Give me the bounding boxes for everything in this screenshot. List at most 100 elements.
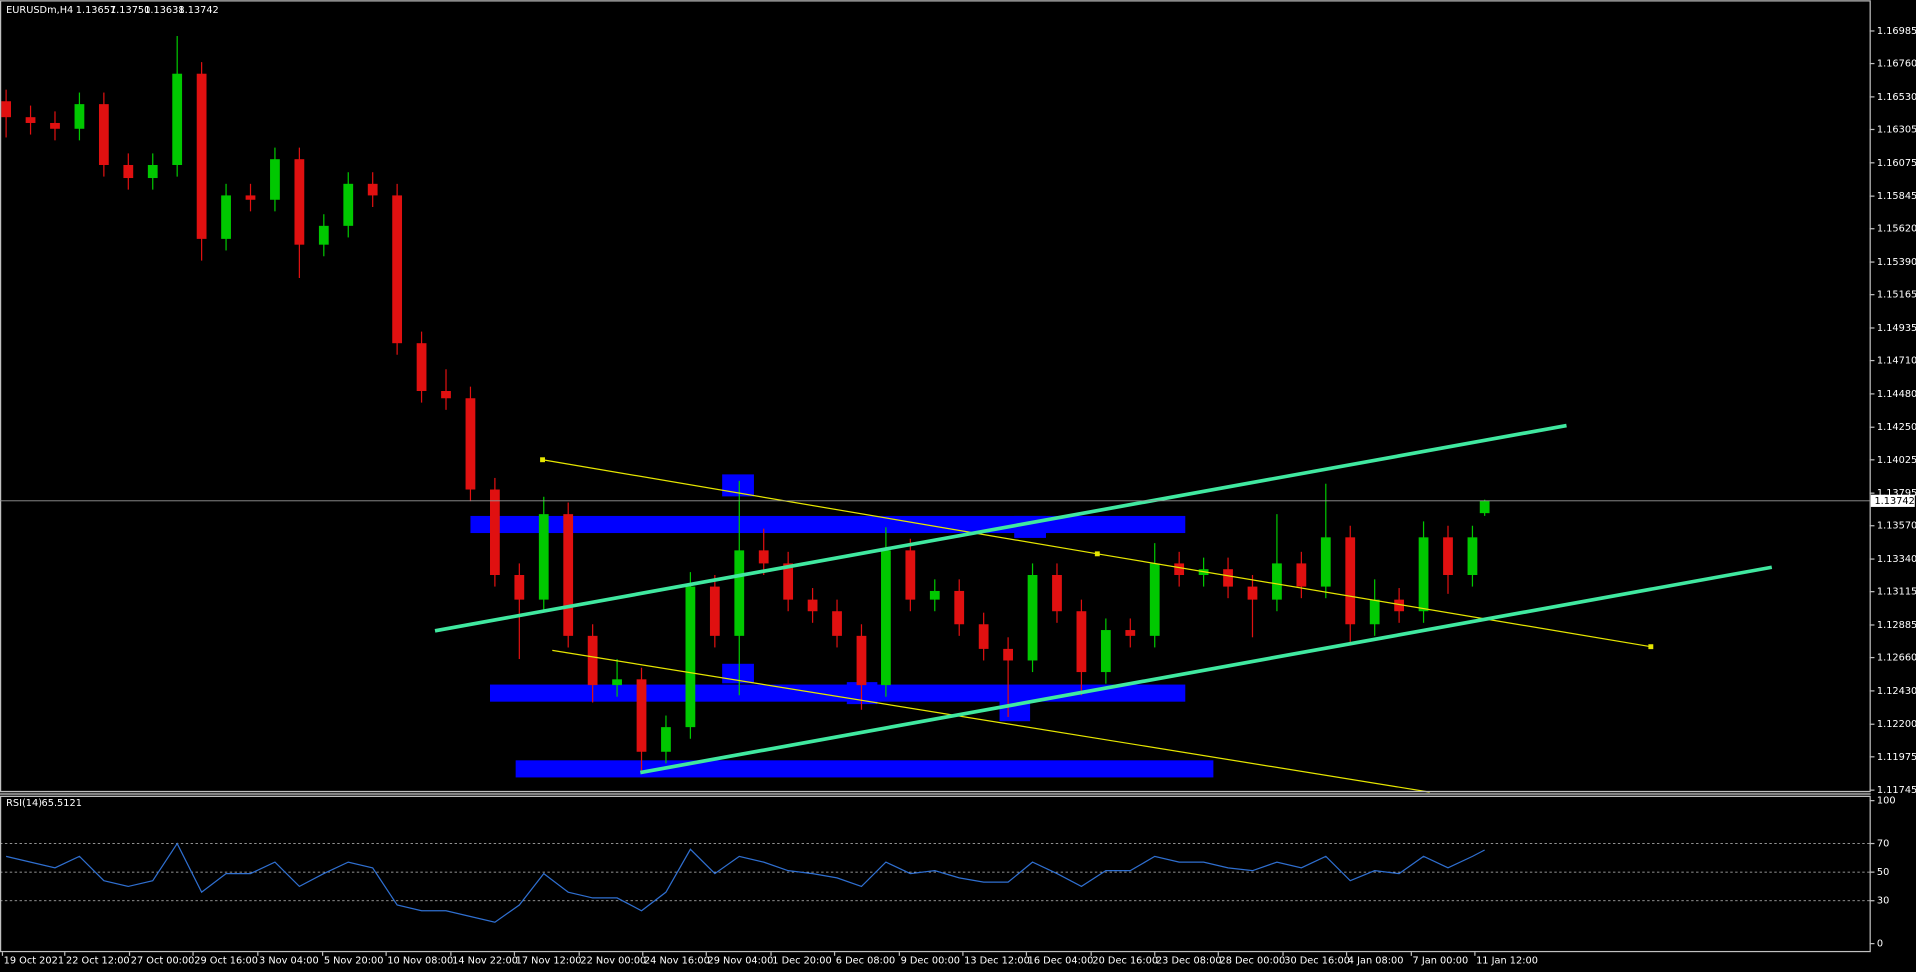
y-tick-label: 1.13340 — [1877, 554, 1916, 565]
y-tick-label: 100 — [1877, 796, 1896, 807]
candle-body — [1, 101, 11, 118]
price-label: 1.13742 — [1874, 496, 1914, 507]
candle-body — [147, 164, 158, 179]
y-tick-label: 1.15845 — [1877, 191, 1916, 202]
x-tick-label: 4 Jan 08:00 — [1348, 956, 1404, 967]
candle-body — [1223, 569, 1233, 587]
y-tick-label: 1.13570 — [1877, 521, 1916, 532]
candle-body — [172, 73, 183, 165]
candle-body — [25, 117, 36, 123]
y-tick-label: 1.15390 — [1877, 257, 1916, 268]
candle-body — [98, 104, 109, 165]
candle-body — [1296, 563, 1307, 587]
candle-body — [1076, 611, 1087, 673]
low-label: 1.13638 — [144, 5, 184, 16]
candle-body — [1345, 537, 1356, 625]
rsi-line — [5, 842, 1485, 923]
y-tick-label: 50 — [1877, 867, 1889, 878]
high-label: 1.13750 — [110, 5, 150, 16]
x-tick-label: 27 Oct 00:00 — [131, 956, 195, 967]
candle-body — [1418, 537, 1429, 612]
x-tick-label: 13 Dec 12:00 — [964, 956, 1030, 967]
candle-body — [538, 514, 549, 600]
y-tick-label: 1.16760 — [1877, 59, 1916, 70]
y-tick-label: 1.12200 — [1877, 719, 1916, 730]
candle-body — [661, 727, 671, 752]
candle-body — [929, 590, 940, 600]
y-tick-label: 1.12430 — [1877, 686, 1916, 697]
candle-body — [392, 195, 403, 344]
y-tick-label: 1.12660 — [1877, 653, 1916, 664]
y-tick-label: 1.14480 — [1877, 389, 1916, 400]
candle-body — [807, 599, 818, 612]
candle-body — [978, 624, 989, 649]
x-tick-label: 17 Nov 12:00 — [516, 956, 582, 967]
candle-body — [1125, 630, 1136, 636]
candle-body — [954, 590, 965, 625]
x-tick-label: 16 Dec 04:00 — [1028, 956, 1094, 967]
x-tick-label: 10 Nov 08:00 — [387, 956, 453, 967]
y-tick-label: 1.14710 — [1877, 356, 1916, 367]
candle-body — [343, 183, 354, 226]
x-tick-label: 22 Oct 12:00 — [66, 956, 130, 967]
candle-body — [1272, 563, 1282, 600]
x-tick-label: 29 Oct 16:00 — [194, 956, 258, 967]
candle-body — [1100, 630, 1111, 673]
x-tick-label: 14 Nov 22:00 — [452, 956, 518, 967]
x-tick-label: 11 Jan 12:00 — [1476, 956, 1538, 967]
rsi-value: 65.5121 — [42, 798, 82, 809]
y-tick-label: 1.11745 — [1877, 785, 1916, 796]
y-tick-label: 1.14025 — [1877, 455, 1916, 466]
y-tick-label: 1.13795 — [1877, 488, 1916, 499]
candle-body — [832, 611, 842, 636]
candle-body — [1467, 537, 1478, 576]
x-tick-label: 9 Dec 00:00 — [901, 956, 960, 967]
candle-body — [465, 398, 476, 490]
y-tick-label: 1.14935 — [1877, 323, 1916, 334]
y-tick-label: 1.15165 — [1877, 290, 1916, 301]
candle-body — [709, 586, 720, 636]
candle-body — [270, 159, 280, 200]
x-tick-label: 28 Dec 00:00 — [1219, 956, 1285, 967]
candle-body — [74, 104, 85, 129]
x-tick-label: 19 Oct 2021 — [4, 956, 64, 967]
zone — [722, 663, 754, 684]
candle-body — [636, 679, 647, 752]
candle-body — [294, 159, 305, 245]
anchor — [1094, 551, 1100, 557]
y-tick-label: 1.14250 — [1877, 422, 1916, 433]
x-tick-label: 1 Dec 20:00 — [772, 956, 831, 967]
y-tick-label: 1.11975 — [1877, 752, 1916, 763]
anchor — [540, 457, 545, 463]
zone — [489, 684, 1186, 702]
candle-body — [1027, 575, 1038, 661]
candle-body — [1247, 586, 1258, 600]
x-tick-label: 20 Dec 16:00 — [1092, 956, 1158, 967]
candle-body — [489, 489, 500, 576]
candle-body — [612, 679, 622, 686]
trend-lines — [434, 423, 1773, 793]
y-tick-label: 1.13115 — [1877, 587, 1916, 598]
symbol: EURUSDm,H4 — [6, 5, 73, 16]
x-tick-label: 7 Jan 00:00 — [1413, 956, 1469, 967]
x-tick-label: 30 Dec 16:00 — [1284, 956, 1350, 967]
candle-body — [1320, 537, 1331, 587]
zone — [515, 760, 1214, 778]
candle-body — [1052, 575, 1062, 612]
x-tick-label: 23 Dec 08:00 — [1156, 956, 1222, 967]
candle-body — [416, 343, 427, 392]
x-tick-label: 29 Nov 04:00 — [708, 956, 774, 967]
channel-line — [434, 423, 1567, 633]
x-tick-label: 24 Nov 16:00 — [644, 956, 710, 967]
zone — [470, 515, 1186, 534]
y-tick-label: 1.16075 — [1877, 158, 1916, 169]
y-tick-label: 70 — [1877, 839, 1889, 850]
y-tick-label: 1.12885 — [1877, 620, 1916, 631]
candle-body — [318, 225, 329, 245]
y-tick-label: 1.16985 — [1877, 26, 1916, 37]
candle-body — [123, 164, 134, 179]
y-tick-label: 1.16530 — [1877, 92, 1916, 103]
candle-body — [441, 391, 451, 399]
